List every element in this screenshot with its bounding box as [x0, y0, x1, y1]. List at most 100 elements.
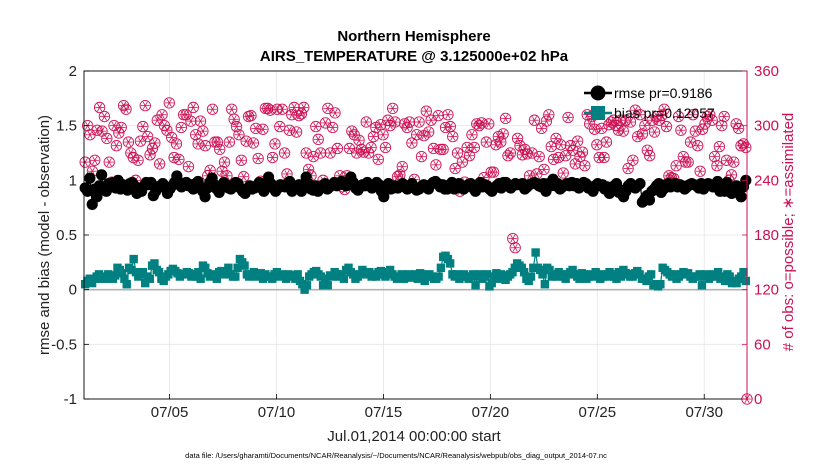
bias-point [268, 274, 277, 283]
bias-point [702, 270, 711, 279]
y2-tick-label: 180 [754, 227, 779, 244]
bias-point [526, 272, 536, 281]
bias-point [487, 278, 496, 288]
bias-point [524, 276, 533, 286]
obs-point [278, 147, 291, 159]
obs-point [497, 128, 509, 140]
bias-point [258, 274, 268, 283]
bias-point [471, 281, 480, 290]
bias-point [436, 263, 446, 272]
x-tick-label: 07/20 [472, 404, 510, 421]
obs-point [598, 151, 610, 164]
bias-point [191, 272, 201, 281]
obs-point [528, 114, 541, 126]
bias-point [443, 254, 453, 264]
obs-point [322, 102, 334, 115]
bias-point [508, 267, 517, 277]
bias-point [499, 271, 508, 280]
obs-point [93, 101, 106, 114]
bias-point [531, 248, 540, 257]
bias-point [552, 272, 561, 281]
obs-point [396, 161, 408, 173]
obs-point [466, 129, 478, 141]
obs-point [223, 136, 235, 148]
obs-point [274, 120, 286, 133]
bias-point [519, 267, 529, 277]
obs-point [644, 150, 656, 162]
y-axis-right: 0 60 120 180 240 300 360 [742, 63, 779, 408]
bias-point [87, 278, 97, 288]
bias-point [249, 267, 258, 277]
obs-point [437, 143, 449, 156]
obs-point [579, 160, 591, 172]
bias-point [445, 259, 455, 268]
obs-point [442, 109, 454, 121]
bias-point [337, 270, 346, 279]
bias-point [318, 281, 328, 290]
bias-point [127, 265, 136, 275]
bias-point [397, 270, 406, 279]
obs-point [660, 120, 673, 133]
obs-point [617, 125, 629, 137]
bias-point [159, 276, 168, 286]
bias-point [240, 261, 249, 270]
bias-point [589, 272, 598, 281]
obs-point [728, 156, 740, 168]
x-axis-label: Jul.01,2014 00:00:00 start [327, 428, 501, 445]
y-tick-label: 2 [69, 63, 77, 80]
bias-point [101, 274, 111, 283]
obs-point [226, 103, 238, 115]
x-tick-label: 07/30 [685, 404, 723, 421]
bias-point [117, 269, 127, 278]
obs-point [543, 109, 555, 121]
bias-point [154, 267, 164, 277]
bias-point [339, 274, 349, 283]
bias-point [475, 270, 485, 279]
bias-point [420, 276, 429, 286]
plot-area [79, 70, 753, 405]
bias-point [616, 272, 626, 281]
obs-point [692, 140, 704, 152]
obs-point [379, 141, 392, 154]
rmse-point [378, 191, 390, 203]
bias-point [256, 269, 265, 278]
obs-point [682, 156, 694, 168]
bias-point [212, 274, 222, 283]
obs-point [648, 126, 661, 138]
obs-point [689, 125, 702, 137]
legend-rmse-marker [590, 85, 606, 101]
obs-point [713, 140, 726, 153]
bias-point [321, 274, 330, 283]
legend-bias-marker [591, 106, 605, 120]
obs-point [552, 151, 565, 164]
bias-point [300, 285, 309, 294]
obs-point [206, 103, 219, 115]
obs-point [555, 139, 567, 151]
obs-point [624, 116, 637, 128]
y2-axis-label: # of obs: o=possible; ∗=assimilated [780, 113, 797, 352]
obs-point [238, 171, 250, 183]
bias-point [272, 267, 282, 277]
obs-point [451, 147, 464, 159]
bias-point [482, 270, 492, 279]
obs-point [269, 138, 281, 150]
bias-point [120, 274, 129, 283]
obs-point [295, 108, 308, 120]
obs-point [559, 150, 572, 162]
obs-point [264, 104, 276, 116]
obs-point [257, 123, 269, 135]
bias-point [110, 271, 120, 280]
bias-point [469, 270, 478, 279]
obs-point [170, 138, 183, 150]
obs-point [562, 111, 574, 124]
obs-point [415, 150, 428, 163]
obs-point [720, 154, 733, 166]
bias-point [131, 267, 141, 277]
obs-point [576, 146, 589, 158]
bias-point [510, 263, 520, 272]
y-axis-left: -1 -0.5 0 0.5 1 1.5 2 [51, 63, 89, 408]
bias-point [545, 265, 554, 275]
obs-point [331, 142, 344, 155]
obs-point [706, 114, 718, 126]
obs-point [708, 150, 721, 163]
